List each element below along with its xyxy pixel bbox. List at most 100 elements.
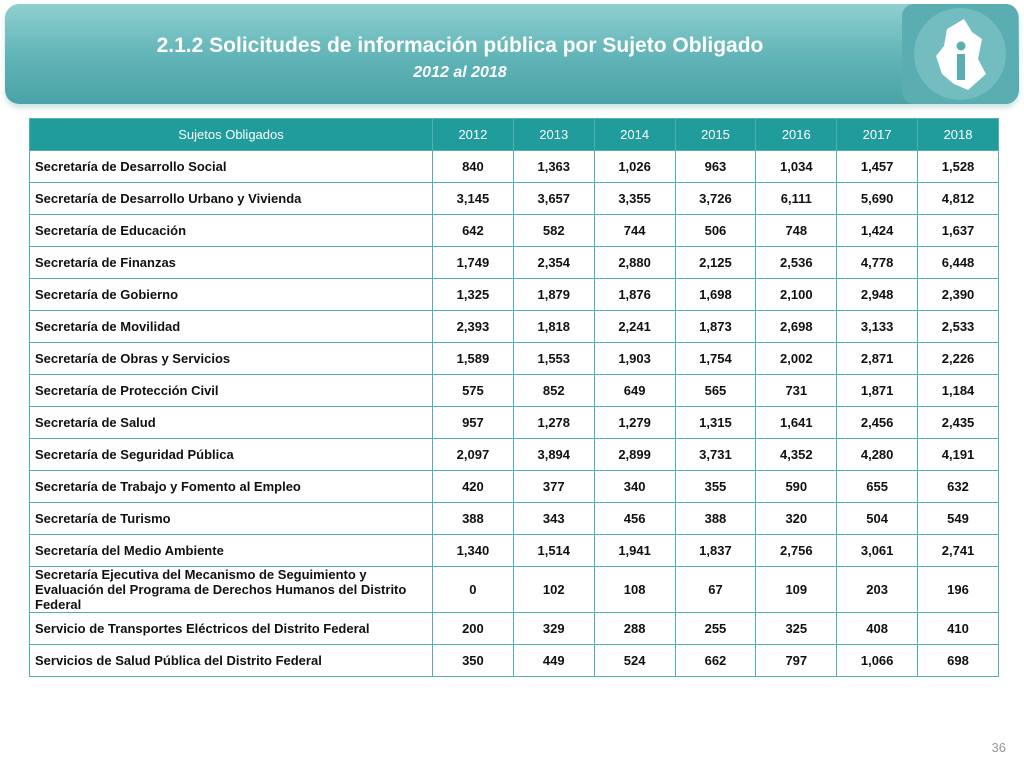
- cell: 2,899: [593, 438, 676, 471]
- table-row: Servicios de Salud Pública del Distrito …: [29, 644, 999, 677]
- cell: 1,363: [512, 150, 595, 183]
- cell: 1,589: [432, 342, 514, 375]
- cell: 4,191: [917, 438, 999, 471]
- row-label: Secretaría de Trabajo y Fomento al Emple…: [29, 470, 433, 503]
- table-row: Secretaría de Seguridad Pública 2,097 3,89…: [29, 438, 999, 471]
- cell: 255: [674, 612, 757, 645]
- cell: 963: [674, 150, 757, 183]
- cell: 3,133: [836, 310, 919, 343]
- cell: 377: [512, 470, 595, 503]
- column-header: 2016: [755, 118, 838, 151]
- column-header: 2012: [432, 118, 514, 151]
- cell: 5,690: [836, 182, 919, 215]
- cell: 456: [593, 502, 676, 535]
- cell: 2,533: [917, 310, 999, 343]
- data-table: Sujetos Obligados 2012 2013 2014 2015 2016 201…: [29, 118, 999, 677]
- cell: 1,941: [593, 534, 676, 567]
- cell: 3,355: [593, 182, 676, 215]
- cell: 4,812: [917, 182, 999, 215]
- cell: 1,528: [917, 150, 999, 183]
- cell: 565: [674, 374, 757, 407]
- cell: 1,457: [836, 150, 919, 183]
- cell: 1,749: [432, 246, 514, 279]
- table-body: Secretaría de Desarrollo Social 840 1,363 1…: [29, 150, 999, 677]
- cell: 2,390: [917, 278, 999, 311]
- cell: 1,553: [512, 342, 595, 375]
- cell: 3,894: [512, 438, 595, 471]
- cell: 590: [755, 470, 838, 503]
- cell: 4,778: [836, 246, 919, 279]
- cell: 1,026: [593, 150, 676, 183]
- cell: 2,456: [836, 406, 919, 439]
- cell: 108: [593, 566, 676, 613]
- cell: 6,448: [917, 246, 999, 279]
- cell: 575: [432, 374, 514, 407]
- cell: 852: [512, 374, 595, 407]
- cell: 582: [512, 214, 595, 247]
- cell: 957: [432, 406, 514, 439]
- cell: 196: [917, 566, 999, 613]
- page-number: 36: [991, 740, 1006, 755]
- table-row: Secretaría de Movilidad 2,393 1,818 2,241 1,…: [29, 310, 999, 343]
- row-label: Secretaría de Movilidad: [29, 310, 433, 343]
- cell: 388: [674, 502, 757, 535]
- cell: 632: [917, 470, 999, 503]
- cell: 1,637: [917, 214, 999, 247]
- cell: 1,315: [674, 406, 757, 439]
- cell: 329: [512, 612, 595, 645]
- cell: 2,354: [512, 246, 595, 279]
- cell: 1,871: [836, 374, 919, 407]
- cell: 2,880: [593, 246, 676, 279]
- cell: 320: [755, 502, 838, 535]
- cell: 2,948: [836, 278, 919, 311]
- cell: 343: [512, 502, 595, 535]
- table-row: Secretaría de Salud 957 1,278 1,279 1,315 1,6…: [29, 406, 999, 439]
- subtitle: 2012 al 2018: [413, 64, 507, 81]
- table-row: Servicio de Transportes Eléctricos del D…: [29, 612, 999, 645]
- column-header: 2014: [593, 118, 676, 151]
- cell: 642: [432, 214, 514, 247]
- cell: 1,903: [593, 342, 676, 375]
- table-row: Secretaría de Obras y Servicios 1,589 1,55…: [29, 342, 999, 375]
- cell: 3,657: [512, 182, 595, 215]
- cell: 649: [593, 374, 676, 407]
- row-label: Secretaría de Protección Civil: [29, 374, 433, 407]
- title: 2.1.2 Solicitudes de información pública…: [156, 34, 764, 57]
- cell: 1,424: [836, 214, 919, 247]
- cell: 3,061: [836, 534, 919, 567]
- cell: 2,698: [755, 310, 838, 343]
- cell: 662: [674, 644, 757, 677]
- row-label: Servicios de Salud Pública del Distrito …: [29, 644, 433, 677]
- cell: 2,756: [755, 534, 838, 567]
- table-row: Secretaría de Desarrollo Social 840 1,363 1…: [29, 150, 999, 183]
- cell: 2,002: [755, 342, 838, 375]
- cell: 1,066: [836, 644, 919, 677]
- cell: 2,871: [836, 342, 919, 375]
- row-label: Secretaría Ejecutiva del Mecanismo de Se…: [29, 566, 433, 613]
- row-label: Secretaría de Desarrollo Social: [29, 150, 433, 183]
- cell: 748: [755, 214, 838, 247]
- cell: 1,837: [674, 534, 757, 567]
- cell: 340: [593, 470, 676, 503]
- row-label: Secretaría de Seguridad Pública: [29, 438, 433, 471]
- cell: 504: [836, 502, 919, 535]
- cell: 449: [512, 644, 595, 677]
- cell: 350: [432, 644, 514, 677]
- cell: 2,241: [593, 310, 676, 343]
- cell: 102: [512, 566, 595, 613]
- cell: 420: [432, 470, 514, 503]
- cell: 67: [674, 566, 757, 613]
- row-label: Secretaría de Gobierno: [29, 278, 433, 311]
- table-row: Secretaría de Finanzas 1,749 2,354 2,880 2,1…: [29, 246, 999, 279]
- cell: 2,125: [674, 246, 757, 279]
- cell: 3,726: [674, 182, 757, 215]
- table-row: Secretaría del Medio Ambiente 1,340 1,514 1…: [29, 534, 999, 567]
- cell: 524: [593, 644, 676, 677]
- cell: 549: [917, 502, 999, 535]
- cell: 355: [674, 470, 757, 503]
- table-row: Secretaría de Gobierno 1,325 1,879 1,876 1,6…: [29, 278, 999, 311]
- cell: 1,698: [674, 278, 757, 311]
- cell: 2,741: [917, 534, 999, 567]
- row-label: Secretaría de Turismo: [29, 502, 433, 535]
- cell: 506: [674, 214, 757, 247]
